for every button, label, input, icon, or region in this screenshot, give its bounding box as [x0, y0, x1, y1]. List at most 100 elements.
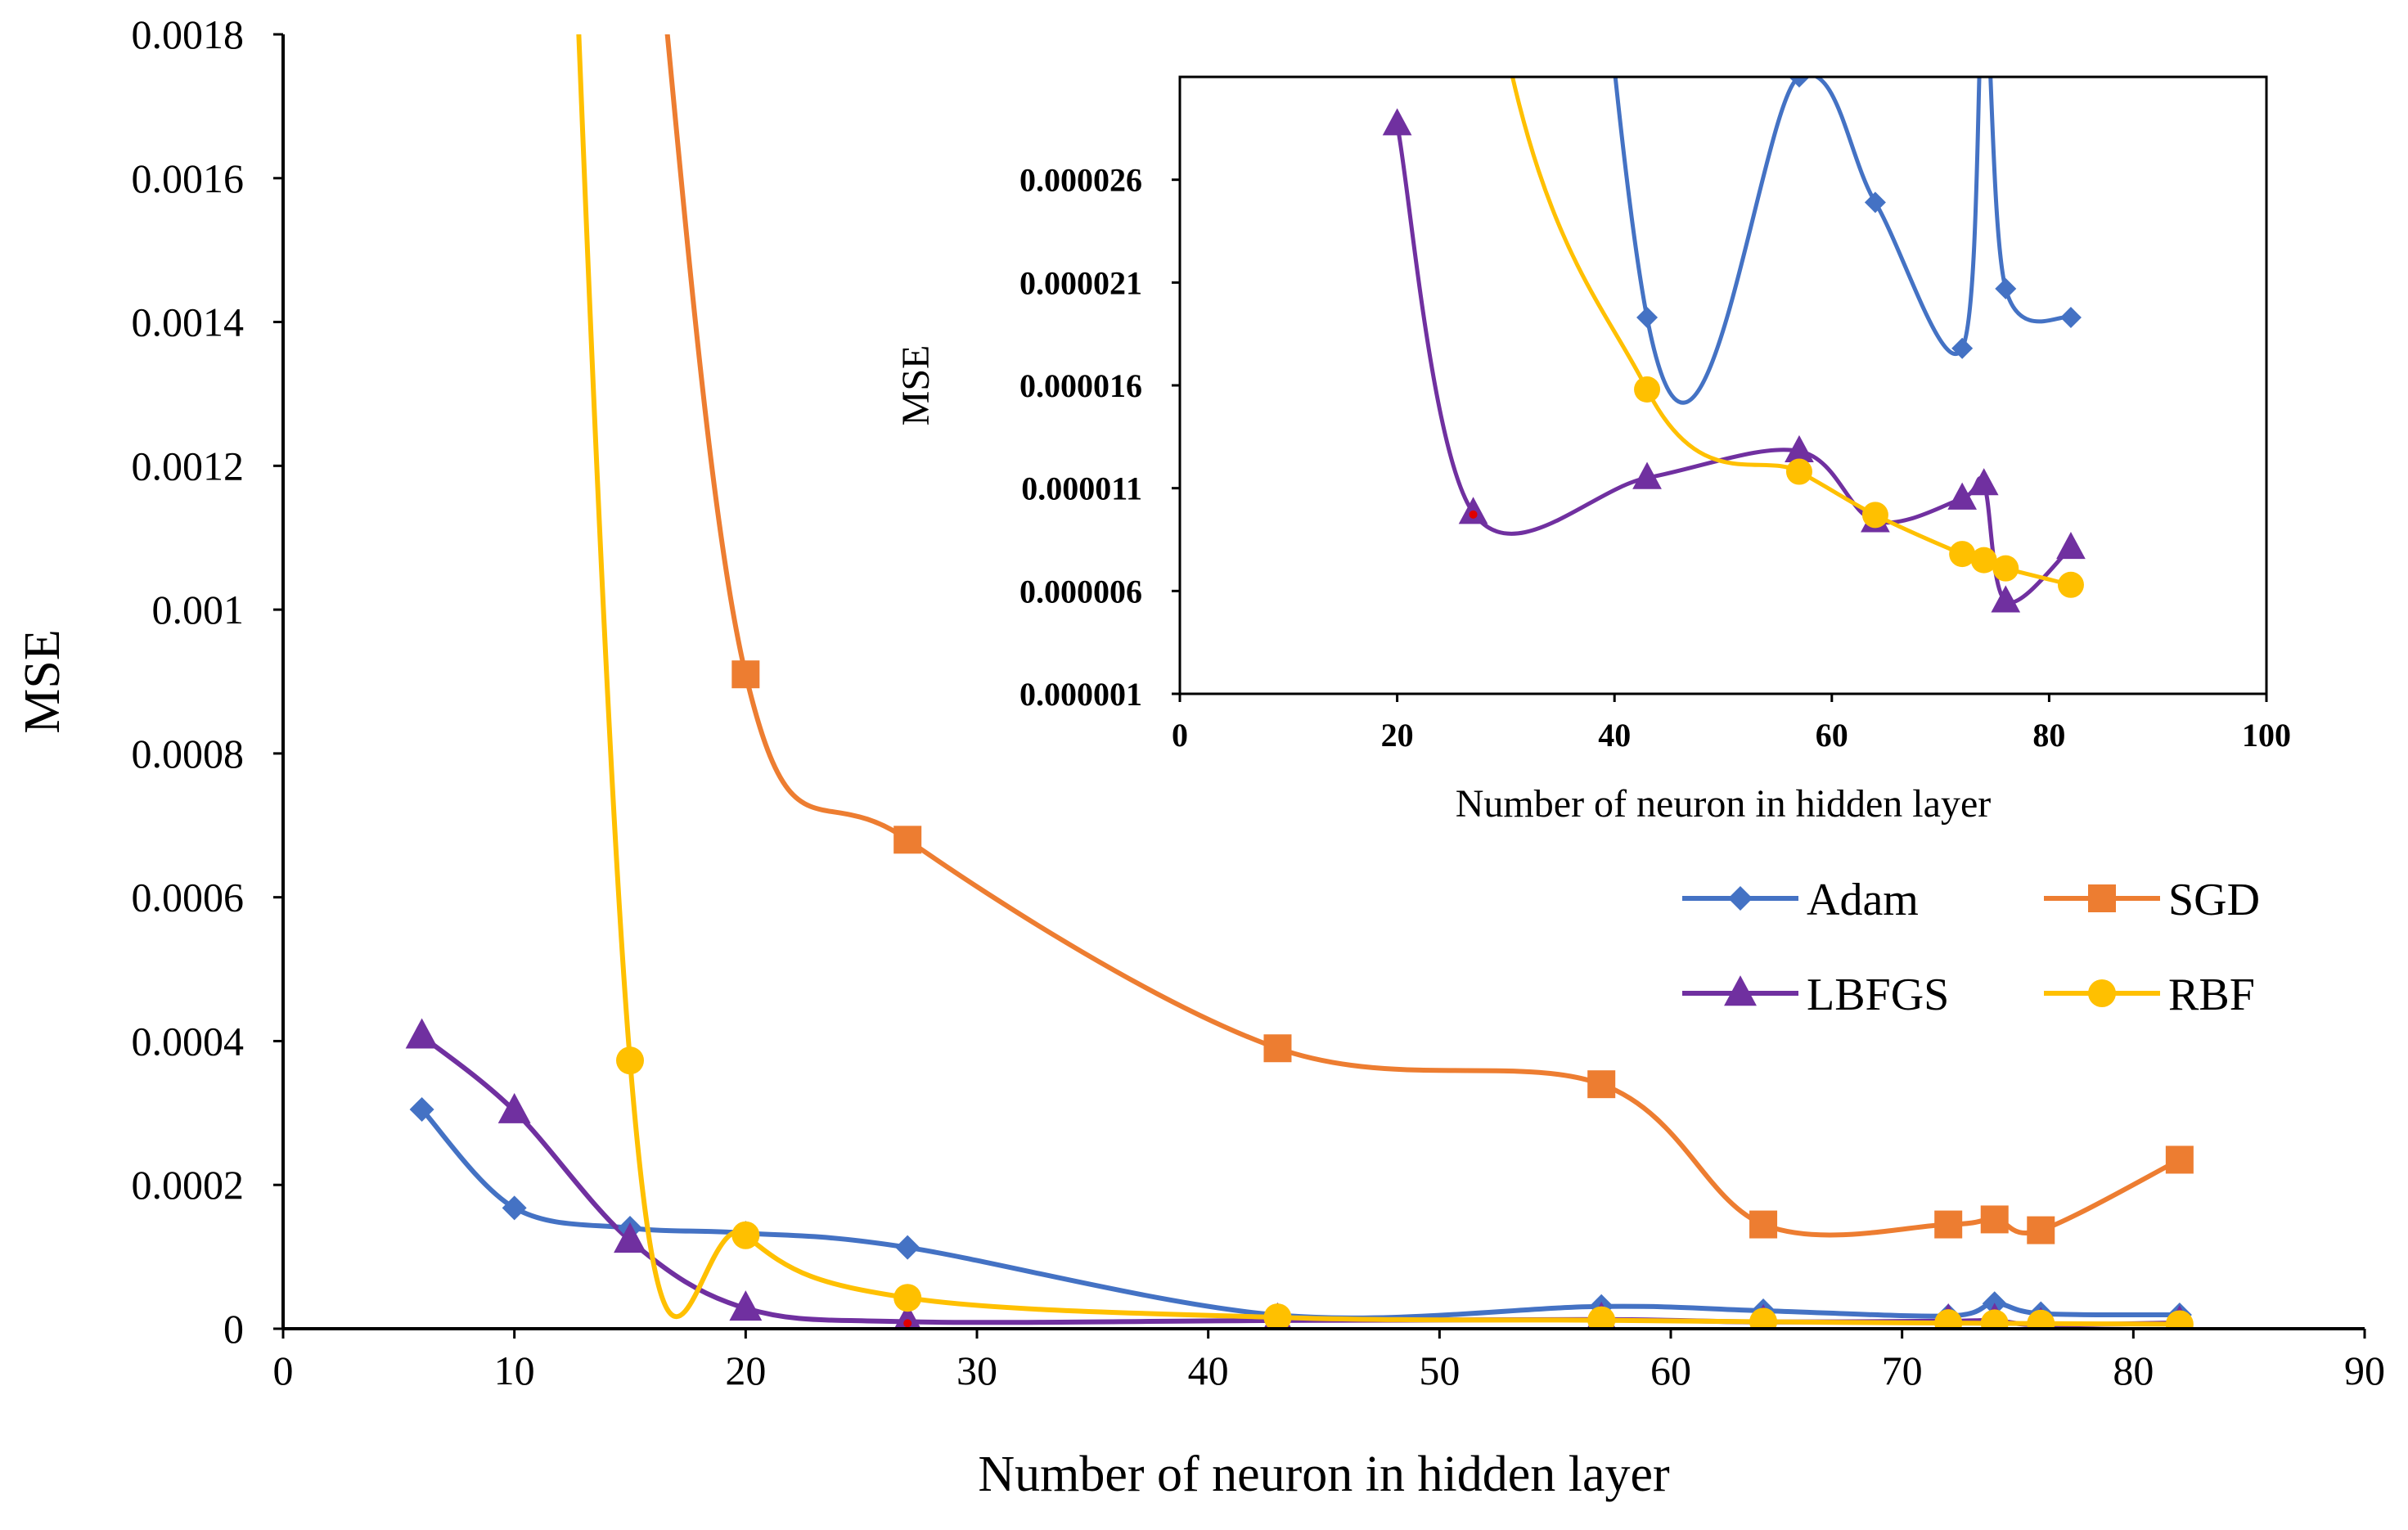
- main-point-lbfgs: [497, 1092, 531, 1123]
- main-point-lbfgs: [614, 1222, 646, 1253]
- inset-plot-area: [1180, 77, 2266, 694]
- legend-label-sgd: SGD: [2168, 875, 2260, 925]
- inset-point-adam: [1951, 337, 1974, 359]
- main-markers-sgd: [731, 660, 2194, 1244]
- inset-axes: 0 20 40 60 80 100 0.000001 0.000006 0.000011 0.00…: [894, 75, 2291, 826]
- inset-background: [1180, 77, 2266, 694]
- legend-label-lbfgs: LBFGS: [1807, 970, 1949, 1020]
- inset-y-tick-label: 0.000016: [1019, 367, 1142, 404]
- inset-markers-adam: [1636, 77, 2082, 359]
- main-point-rbf: [1749, 1307, 1778, 1329]
- inset-y-tick-label: 0.000006: [1019, 573, 1142, 610]
- inset-point-rbf: [1949, 541, 1976, 568]
- main-point-lbfgs: [405, 1018, 439, 1049]
- main-y-tick-label: 0.0004: [132, 1018, 245, 1064]
- main-series-line-sgd: [664, 34, 2181, 1238]
- main-series-line-adam: [420, 1107, 2180, 1321]
- main-x-tick-label: 80: [2113, 1348, 2154, 1393]
- main-y-tick-label: 0.0016: [132, 155, 245, 201]
- legend-item-lbfgs: LBFGS: [1682, 970, 1949, 1020]
- legend-marker-sgd: [2088, 884, 2116, 912]
- main-point-adam: [895, 1235, 920, 1260]
- inset-x-tick-label: 100: [2242, 717, 2291, 754]
- main-series-line-rbf: [576, 34, 2180, 1327]
- inset-point-lbfgs: [1632, 461, 1662, 489]
- inset-point-adam: [1864, 191, 1886, 214]
- inset-x-tick-label: 60: [1816, 717, 1848, 754]
- inset-point-rbf: [1634, 376, 1661, 403]
- main-point-sgd: [2165, 1145, 2194, 1174]
- main-plot-markers: [405, 660, 2194, 1329]
- main-x-tick-label: 60: [1650, 1348, 1691, 1393]
- main-point-sgd: [1934, 1210, 1963, 1239]
- inset-point-rbf: [1861, 502, 1888, 529]
- main-point-sgd: [893, 826, 922, 854]
- main-point-rbf: [1587, 1306, 1616, 1329]
- main-point-rbf: [893, 1284, 922, 1312]
- inset-point-lbfgs: [1785, 434, 1814, 463]
- main-point-sgd: [731, 660, 760, 689]
- main-point-sgd: [1263, 1034, 1292, 1063]
- main-series-line-lbfgs: [420, 1033, 2180, 1328]
- inset-point-lbfgs: [1947, 482, 1978, 510]
- inset-point-lbfgs: [1969, 468, 1999, 496]
- main-axes: 0 10 20 30 40 50 60 70 80 90 0 0.0002 0.0004 0.0006 0.…: [15, 11, 2385, 1502]
- main-point-adam: [502, 1195, 527, 1221]
- main-y-axis-title: MSE: [15, 629, 70, 733]
- main-x-tick-label: 40: [1188, 1348, 1229, 1393]
- main-point-sgd: [1749, 1210, 1778, 1239]
- main-point-rbf: [616, 1046, 644, 1075]
- legend-label-rbf: RBF: [2168, 970, 2255, 1020]
- legend-marker-lbfgs: [1724, 975, 1757, 1006]
- main-point-sgd: [1587, 1070, 1616, 1099]
- main-point-rbf: [1934, 1309, 1963, 1329]
- legend-item-rbf: RBF: [2044, 970, 2255, 1020]
- main-x-tick-label: 90: [2344, 1348, 2385, 1393]
- main-y-tick-label: 0.0006: [132, 875, 245, 920]
- inset-x-tick-label: 0: [1172, 717, 1188, 754]
- inset-point-rbf: [1992, 555, 2019, 582]
- inset-point-rbf: [1970, 547, 1997, 574]
- inset-point-rbf: [2057, 571, 2084, 598]
- legend: Adam SGD LBFGS RBF: [1682, 875, 2260, 1020]
- main-x-tick-label: 30: [956, 1348, 997, 1393]
- inset-series-line-lbfgs: [1395, 124, 2073, 605]
- inset-y-tick-label: 0.000001: [1019, 676, 1142, 713]
- inset-plot-markers: [1382, 77, 2086, 613]
- main-point-rbf: [731, 1221, 760, 1249]
- main-x-axis-title: Number of neuron in hidden layer: [978, 1447, 1670, 1502]
- main-point-lbfgs: [729, 1290, 763, 1321]
- main-x-tick-label: 50: [1419, 1348, 1460, 1393]
- inset-x-tick-label: 40: [1598, 717, 1631, 754]
- legend-item-adam: Adam: [1682, 875, 1919, 925]
- inset-point-adam: [1995, 277, 2017, 299]
- inset-point-lbfgs: [1382, 108, 1412, 136]
- main-x-tick-label: 10: [494, 1348, 535, 1393]
- legend-marker-adam: [1728, 886, 1753, 911]
- inset-y-tick-label: 0.000011: [1021, 470, 1142, 507]
- inset-point-adam: [1636, 307, 1659, 329]
- inset-x-axis-title: Number of neuron in hidden layer: [1456, 782, 1991, 826]
- main-y-tick-label: 0: [223, 1306, 244, 1352]
- legend-marker-rbf: [2088, 979, 2116, 1007]
- main-markers-lbfgs: [405, 1018, 2193, 1329]
- main-y-tick-label: 0.0008: [132, 731, 245, 776]
- main-x-tick-label: 20: [725, 1348, 766, 1393]
- main-point-sgd: [1980, 1205, 2009, 1234]
- main-markers-rbf: [616, 1046, 2194, 1329]
- inset-point-lbfgs: [1991, 585, 2021, 613]
- main-y-tick-label: 0.0012: [132, 443, 245, 488]
- inset-y-axis-title: MSE: [894, 345, 938, 426]
- main-point-rbf: [1263, 1303, 1292, 1329]
- inset-y-tick-label: 0.000021: [1019, 264, 1142, 301]
- main-point-adam: [409, 1096, 434, 1122]
- inset-y-tick-label: 0.000026: [1019, 162, 1142, 199]
- inset-point-adam: [2059, 307, 2082, 329]
- main-point-lbfgs: [893, 1303, 921, 1329]
- main-x-tick-label: 70: [1882, 1348, 1923, 1393]
- legend-item-sgd: SGD: [2044, 875, 2260, 925]
- main-x-tick-label: 0: [273, 1348, 294, 1393]
- main-point-rbf: [2027, 1309, 2055, 1329]
